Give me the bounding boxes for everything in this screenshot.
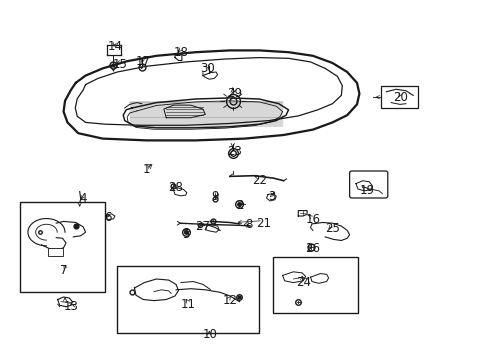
- Bar: [20, 202, 105, 292]
- Text: 6: 6: [103, 211, 111, 224]
- Text: 10: 10: [203, 328, 217, 341]
- Text: 7: 7: [60, 264, 67, 276]
- Text: 2: 2: [235, 199, 243, 212]
- Text: 8: 8: [245, 219, 253, 231]
- Text: 20: 20: [393, 91, 407, 104]
- Bar: [381, 86, 417, 108]
- Text: 14: 14: [107, 40, 122, 53]
- Text: 13: 13: [63, 300, 78, 312]
- Text: 17: 17: [136, 55, 150, 68]
- Text: 18: 18: [173, 46, 188, 59]
- Text: 22: 22: [251, 174, 266, 186]
- Text: 19: 19: [359, 184, 373, 197]
- Text: 3: 3: [267, 190, 275, 203]
- Text: 16: 16: [305, 213, 320, 226]
- Text: 11: 11: [181, 298, 195, 311]
- Text: 26: 26: [305, 242, 320, 255]
- Text: 25: 25: [325, 222, 339, 235]
- FancyBboxPatch shape: [349, 171, 387, 198]
- Text: 27: 27: [195, 220, 210, 233]
- Text: 4: 4: [79, 192, 87, 204]
- Text: 15: 15: [113, 58, 127, 71]
- Bar: [272, 257, 358, 313]
- Text: 30: 30: [200, 62, 215, 75]
- Text: 28: 28: [168, 181, 183, 194]
- Bar: [117, 266, 259, 333]
- Text: 1: 1: [142, 163, 150, 176]
- Text: 21: 21: [256, 217, 271, 230]
- Text: 5: 5: [182, 228, 189, 240]
- Text: 29: 29: [227, 87, 242, 100]
- Text: 9: 9: [211, 190, 219, 203]
- Text: 23: 23: [227, 145, 242, 158]
- Text: 12: 12: [222, 294, 237, 307]
- Text: 24: 24: [295, 276, 310, 289]
- Bar: [48, 248, 62, 256]
